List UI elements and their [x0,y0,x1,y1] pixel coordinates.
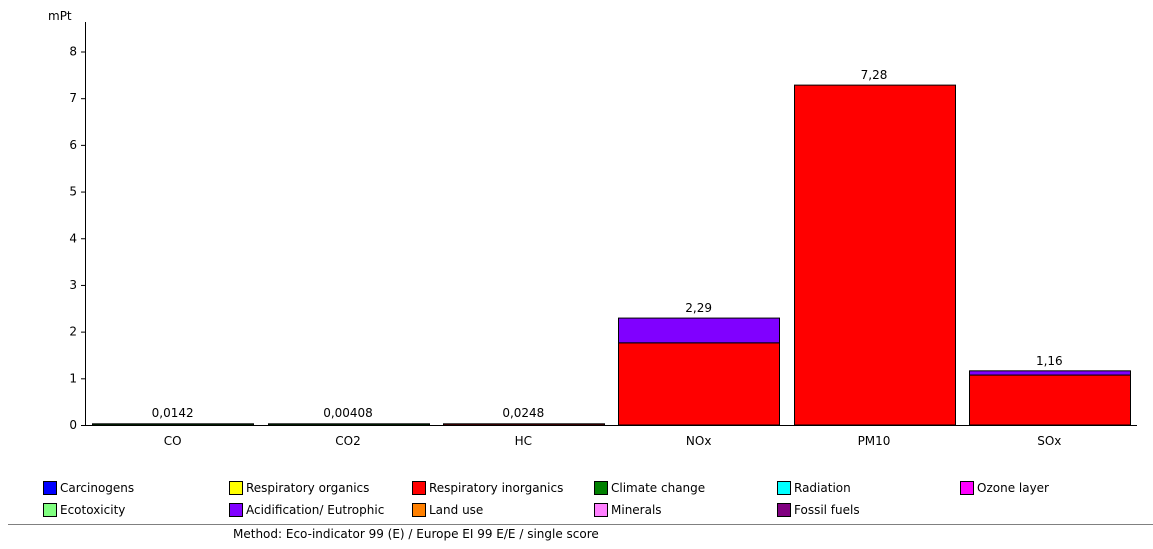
bar-total-label: 2,29 [685,301,712,315]
chart-labels: CO 0,0142 CO2 0,00408 HC 0,0248 NOx 2,29 PM10 7,2… [152,68,1063,448]
bar-total-label: 1,16 [1036,354,1063,368]
bar-segment [443,423,605,426]
y-tick-label: 8 [69,45,77,59]
y-tick-label: 5 [69,185,77,199]
method-caption: Method: Eco-indicator 99 (E) / Europe EI… [233,527,599,541]
y-tick-label: 1 [69,371,77,385]
chart-axes: mPt 0 1 2 3 4 5 6 7 8 [48,9,1137,432]
y-tick-label: 7 [69,91,77,105]
y-tick-label: 3 [69,278,77,292]
bar-segment [969,370,1131,376]
x-tick-label: CO [164,434,182,448]
separator-line [8,524,1153,525]
x-tick-label: NOx [686,434,712,448]
bar-total-label: 0,0248 [502,406,544,420]
bar-total-label: 0,0142 [152,406,194,420]
bar-segment [618,317,780,344]
chart-bars [92,84,1131,426]
y-axis-label: mPt [48,9,72,23]
x-tick-label: CO2 [335,434,360,448]
bar-total-label: 0,00408 [323,406,373,420]
y-tick-label: 2 [69,325,77,339]
bar-segment [92,423,254,426]
bar-segment [794,84,956,426]
bar-segment [969,374,1131,426]
y-tick-label: 4 [69,231,77,245]
y-tick-label: 6 [69,138,77,152]
bar-segment [618,342,780,426]
bar-total-label: 7,28 [861,68,888,82]
y-tick-label: 0 [69,418,77,432]
bar-segment [268,423,430,426]
x-tick-label: HC [515,434,532,448]
x-tick-label: SOx [1037,434,1061,448]
x-tick-label: PM10 [858,434,891,448]
